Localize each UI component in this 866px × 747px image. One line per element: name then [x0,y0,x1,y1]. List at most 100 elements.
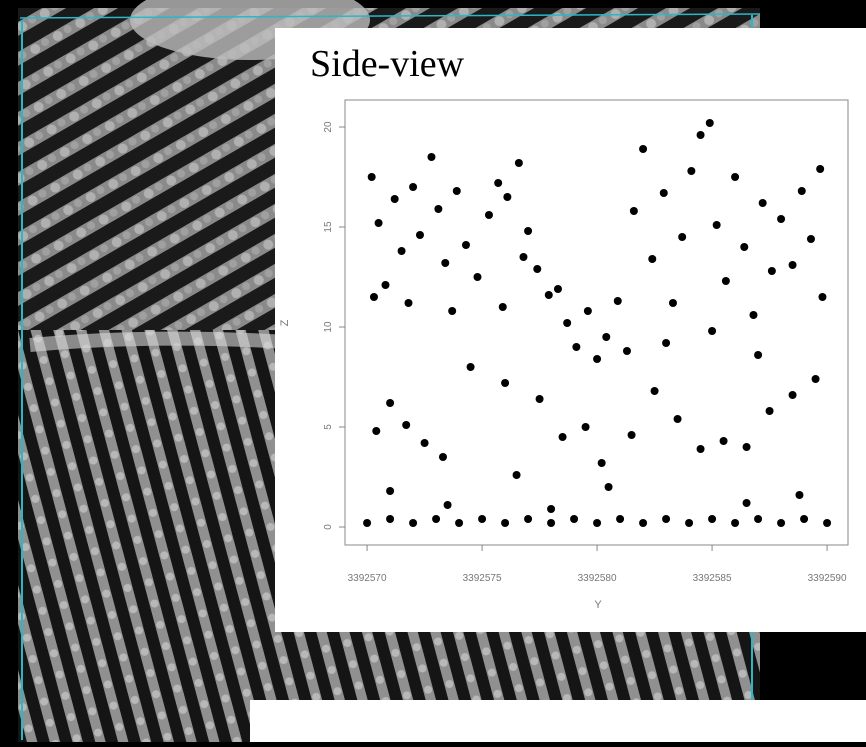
x-tick-label: 3392580 [578,573,617,584]
point [731,173,740,181]
point [648,255,657,263]
point [514,159,523,167]
point [583,307,592,315]
point [374,219,383,227]
point [749,311,758,319]
point [622,347,631,355]
point [816,165,825,173]
x-tick-label: 3392585 [693,573,732,584]
point [441,259,450,267]
point [473,273,482,281]
point [705,119,714,127]
point [712,221,721,229]
y-tick-label: 10 [323,321,334,333]
point [696,131,705,139]
point [404,299,413,307]
point [593,355,602,363]
point [535,395,544,403]
point [563,319,572,327]
point [367,173,376,181]
plot-frame [344,99,849,546]
point [533,265,542,273]
chart-panel [275,28,866,632]
point [639,145,648,153]
black-block [760,632,866,700]
point [466,363,475,371]
point [402,421,411,429]
point [613,297,622,305]
point [381,281,390,289]
point [662,515,671,523]
point [806,235,815,243]
point [503,193,512,201]
point [678,233,687,241]
point [409,519,418,527]
point [797,187,806,195]
point [777,519,786,527]
point [386,399,395,407]
y-axis-label: Z [279,319,291,326]
point [432,515,441,523]
point [452,187,461,195]
point [461,241,470,249]
point [570,515,579,523]
point [386,515,395,523]
point [597,459,606,467]
point [662,339,671,347]
point [434,205,443,213]
point [593,519,602,527]
point [731,519,740,527]
point [455,519,464,527]
point [494,179,503,187]
point [777,215,786,223]
point [415,231,424,239]
point [386,487,395,495]
point [547,505,556,513]
point [519,253,528,261]
plot-area: 3392570 3392575 3392580 3392585 3392590 0 5 10 1… [323,119,847,584]
point [369,293,378,301]
point [650,387,659,395]
point [687,167,696,175]
point [629,207,638,215]
point [581,423,590,431]
point [501,379,510,387]
point [818,293,827,301]
point [742,443,751,451]
point [420,439,429,447]
point [512,471,521,479]
point [708,327,717,335]
point [721,277,730,285]
point [708,515,717,523]
point [767,267,776,275]
point [616,515,625,523]
point [572,343,581,351]
x-tick-label: 3392590 [808,573,847,584]
point [397,247,406,255]
y-tick-label: 0 [323,524,334,530]
point [602,333,611,341]
x-tick-label: 3392575 [463,573,502,584]
point [788,391,797,399]
point [696,445,705,453]
point [740,243,749,251]
point [742,499,751,507]
point [754,351,763,359]
point [758,199,767,207]
point [544,291,553,299]
point [427,153,436,161]
chart-title: Side-view [310,43,465,85]
point [501,519,510,527]
point [524,515,533,523]
point [685,519,694,527]
x-axis-label: Y [594,599,602,611]
point [498,303,507,311]
point [639,519,648,527]
point [443,501,452,509]
frame-line [19,13,761,19]
point [553,285,562,293]
point [438,453,447,461]
point [627,431,636,439]
